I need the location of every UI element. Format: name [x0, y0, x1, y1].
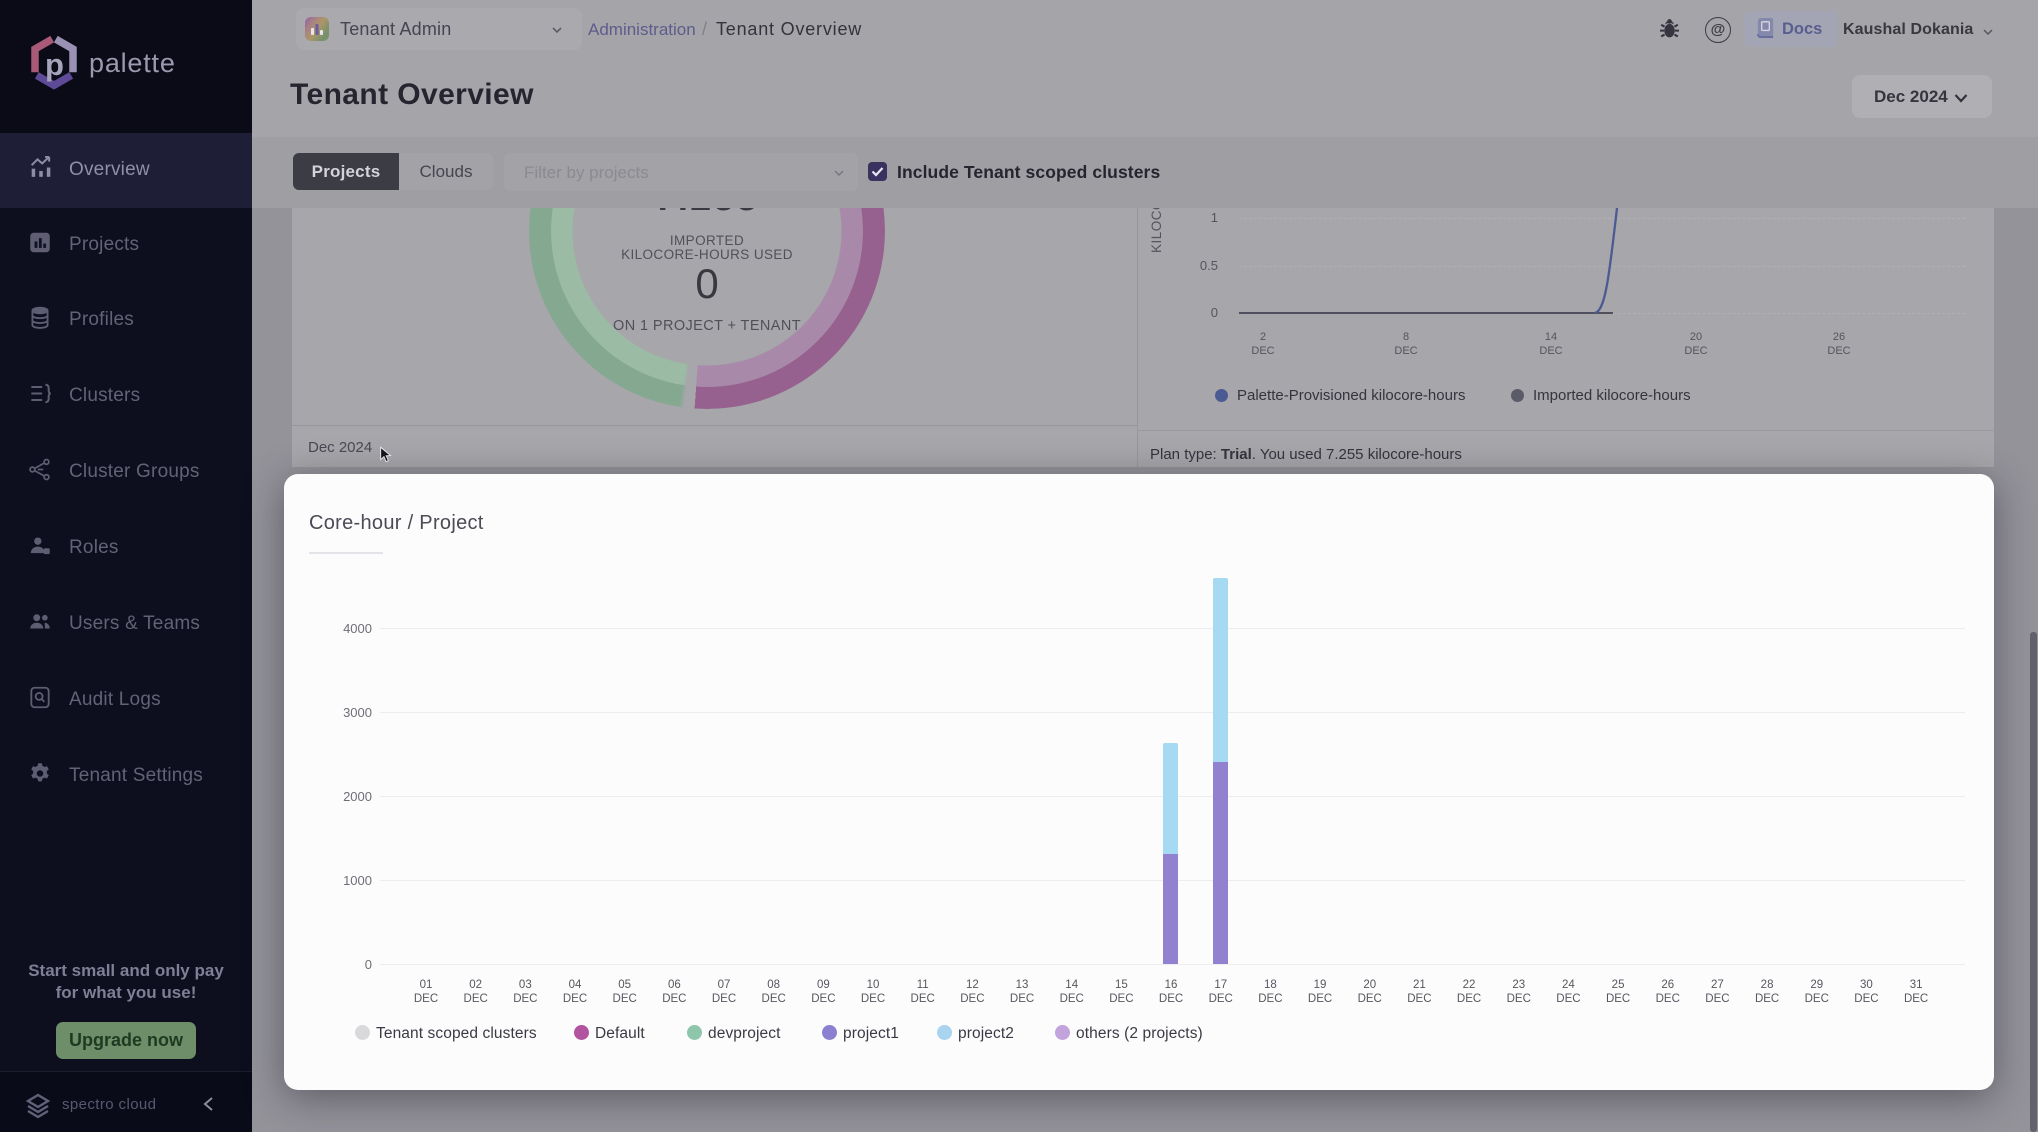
svg-text:p: p — [45, 47, 64, 82]
